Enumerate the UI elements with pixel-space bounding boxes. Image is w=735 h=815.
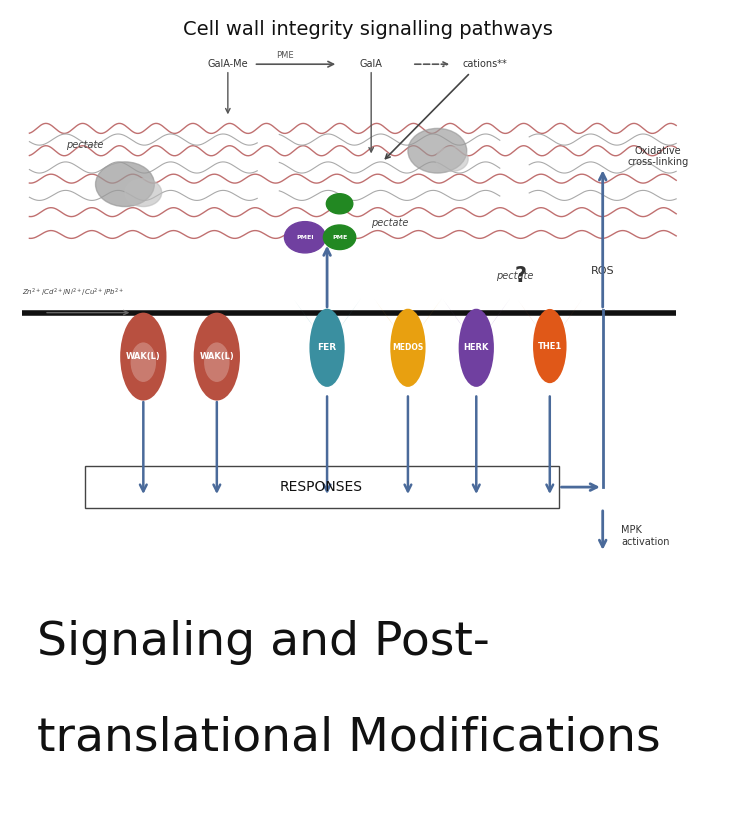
Ellipse shape — [390, 309, 426, 387]
Text: pectate: pectate — [66, 140, 104, 150]
Polygon shape — [517, 300, 539, 329]
Text: MPK
activation: MPK activation — [621, 525, 670, 547]
Ellipse shape — [131, 342, 156, 382]
Text: translational Modifications: translational Modifications — [37, 716, 660, 760]
Text: PME: PME — [276, 51, 294, 60]
Ellipse shape — [121, 313, 166, 400]
Text: ?: ? — [514, 267, 526, 286]
FancyBboxPatch shape — [85, 466, 559, 508]
Text: FER: FER — [318, 343, 337, 352]
Circle shape — [436, 147, 468, 171]
Text: MEDOS: MEDOS — [392, 343, 423, 352]
Text: GalA: GalA — [359, 59, 383, 69]
Text: WAK(L): WAK(L) — [199, 352, 234, 361]
Ellipse shape — [533, 309, 567, 383]
Text: cations**: cations** — [463, 59, 507, 69]
Circle shape — [326, 194, 353, 214]
Polygon shape — [442, 298, 465, 329]
Text: THE1: THE1 — [538, 341, 562, 350]
Circle shape — [125, 178, 162, 206]
Polygon shape — [420, 298, 442, 329]
Polygon shape — [488, 298, 510, 329]
Polygon shape — [293, 298, 315, 329]
Text: PME: PME — [332, 235, 347, 240]
Polygon shape — [374, 298, 396, 329]
Circle shape — [408, 129, 467, 173]
Text: Signaling and Post-: Signaling and Post- — [37, 620, 490, 666]
Text: Cell wall integrity signalling pathways: Cell wall integrity signalling pathways — [182, 20, 553, 38]
Ellipse shape — [193, 313, 240, 400]
Circle shape — [323, 225, 356, 249]
Circle shape — [96, 162, 154, 206]
Text: GalA-Me: GalA-Me — [207, 59, 248, 69]
Text: ROS: ROS — [591, 266, 614, 275]
Ellipse shape — [204, 342, 229, 382]
Polygon shape — [339, 298, 361, 329]
Text: WAK(L): WAK(L) — [126, 352, 161, 361]
Polygon shape — [561, 300, 582, 329]
Text: Oxidative
cross-linking: Oxidative cross-linking — [627, 146, 689, 167]
Circle shape — [284, 222, 326, 253]
Text: $Zn^{2+}/Cd^{2+}/Ni^{2+}/Cu^{2+}/Pb^{2+}$: $Zn^{2+}/Cd^{2+}/Ni^{2+}/Cu^{2+}/Pb^{2+}… — [22, 287, 124, 299]
Ellipse shape — [459, 309, 494, 387]
Text: HERK: HERK — [464, 343, 489, 352]
Text: RESPONSES: RESPONSES — [280, 480, 363, 494]
Text: PMEI: PMEI — [296, 235, 314, 240]
Ellipse shape — [309, 309, 345, 387]
Text: pectate: pectate — [496, 271, 533, 281]
Text: pectate: pectate — [371, 218, 409, 228]
